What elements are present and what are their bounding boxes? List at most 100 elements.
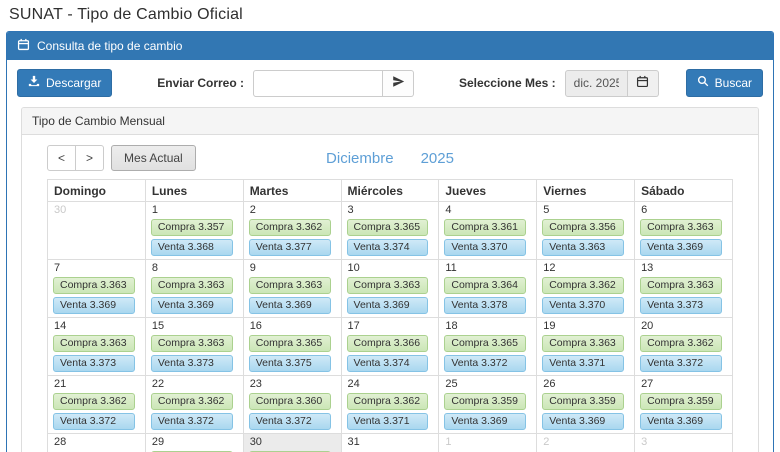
day-number: 28	[54, 436, 67, 448]
day-number: 2	[249, 204, 256, 216]
compra-value: Compra 3.363	[53, 335, 135, 352]
calendar-day-cell: 14 Compra 3.363 Venta 3.373	[47, 317, 146, 376]
venta-value: Venta 3.369	[150, 297, 233, 314]
compra-value: Compra 3.362	[640, 335, 722, 352]
day-number: 18	[445, 320, 458, 332]
venta-value: Venta 3.371	[542, 355, 625, 372]
day-number: 24	[347, 378, 360, 390]
day-number: 21	[54, 378, 67, 390]
day-number: 3	[641, 436, 648, 448]
calendar-day-cell: 5 Compra 3.356 Venta 3.363	[536, 201, 636, 260]
calendar-day-cell: 9 Compra 3.363 Venta 3.369	[242, 259, 342, 318]
venta-value: Venta 3.372	[444, 355, 527, 372]
prev-month-button[interactable]: <	[47, 145, 77, 171]
calendar-day-cell: 25 Compra 3.359 Venta 3.369	[438, 375, 538, 434]
month-picker-button[interactable]	[627, 69, 659, 97]
venta-value: Venta 3.369	[444, 413, 527, 430]
compra-value: Compra 3.363	[640, 277, 722, 294]
calendar-day-cell: 30	[47, 201, 146, 260]
venta-value: Venta 3.372	[53, 413, 135, 430]
weekday-header: Domingo	[47, 179, 146, 202]
day-number: 11	[445, 262, 457, 274]
calendar-day-cell: 19 Compra 3.363 Venta 3.371	[536, 317, 636, 376]
download-icon	[28, 75, 40, 91]
compra-value: Compra 3.363	[542, 335, 625, 352]
compra-value: Compra 3.359	[640, 393, 722, 410]
calendar-day-cell: 2 Compra 3.362 Venta 3.377	[242, 201, 342, 260]
compra-value: Compra 3.357	[150, 219, 233, 236]
current-month-button[interactable]: Mes Actual	[111, 145, 196, 171]
day-number: 25	[445, 378, 458, 390]
venta-value: Venta 3.370	[444, 239, 527, 256]
day-number: 5	[543, 204, 550, 216]
download-button[interactable]: Descargar	[17, 69, 113, 97]
venta-value: Venta 3.372	[640, 355, 722, 372]
compra-value: Compra 3.365	[346, 219, 429, 236]
month-input[interactable]	[564, 69, 628, 97]
email-input[interactable]	[253, 69, 383, 97]
calendar-day-cell: 22 Compra 3.362 Venta 3.372	[144, 375, 244, 434]
calendar-week-row: 7 Compra 3.363 Venta 3.369 8 Compra 3.363 Ven…	[47, 259, 733, 318]
send-email-button[interactable]	[383, 69, 414, 97]
venta-value: Venta 3.369	[53, 297, 135, 314]
compra-value: Compra 3.360	[248, 393, 331, 410]
venta-value: Venta 3.373	[640, 297, 722, 314]
day-number: 31	[347, 436, 360, 448]
day-number: 30	[54, 204, 67, 216]
calendar-week-row: 21 Compra 3.362 Venta 3.372 22 Compra 3.362 V…	[47, 375, 733, 434]
venta-value: Venta 3.375	[248, 355, 331, 372]
day-number: 19	[543, 320, 556, 332]
consulta-panel-title: Consulta de tipo de cambio	[37, 39, 183, 53]
calendar-body: 30 1 Compra 3.357 Venta 3.368 2 Compra 3.362 V…	[47, 201, 733, 452]
compra-value: Compra 3.362	[248, 219, 331, 236]
day-number: 8	[151, 262, 158, 274]
day-number: 10	[347, 262, 360, 274]
monthly-rate-panel-body: < > Mes Actual Diciembre 2025 Domingo Lune…	[22, 135, 758, 452]
day-number: 16	[249, 320, 262, 332]
send-icon	[392, 75, 405, 91]
compra-value: Compra 3.356	[542, 219, 625, 236]
compra-value: Compra 3.362	[53, 393, 135, 410]
calendar-day-cell: 8 Compra 3.363 Venta 3.369	[144, 259, 244, 318]
month-input-group	[564, 69, 659, 97]
venta-value: Venta 3.371	[346, 413, 429, 430]
calendar-day-cell: 6 Compra 3.363 Venta 3.369	[634, 201, 733, 260]
venta-value: Venta 3.377	[248, 239, 331, 256]
day-number: 23	[249, 378, 262, 390]
compra-value: Compra 3.363	[150, 277, 233, 294]
venta-value: Venta 3.369	[248, 297, 331, 314]
monthly-rate-panel-title: Tipo de Cambio Mensual	[22, 108, 758, 135]
day-number: 20	[641, 320, 654, 332]
day-number: 7	[54, 262, 61, 274]
consulta-panel-body: Descargar Enviar Correo : Seleccione Mes…	[7, 60, 773, 452]
day-number: 1	[151, 204, 158, 216]
weekday-header: Miércoles	[340, 179, 440, 202]
day-number: 2	[543, 436, 550, 448]
compra-value: Compra 3.365	[248, 335, 331, 352]
compra-value: Compra 3.362	[150, 393, 233, 410]
consulta-panel-heading: Consulta de tipo de cambio	[7, 32, 773, 60]
search-button[interactable]: Buscar	[685, 69, 764, 97]
toolbar: Descargar Enviar Correo : Seleccione Mes…	[17, 69, 764, 97]
venta-value: Venta 3.369	[542, 413, 625, 430]
weekday-header: Jueves	[438, 179, 538, 202]
venta-value: Venta 3.372	[248, 413, 331, 430]
day-number: 3	[347, 204, 354, 216]
compra-value: Compra 3.359	[444, 393, 527, 410]
venta-value: Venta 3.373	[53, 355, 135, 372]
day-number: 12	[543, 262, 556, 274]
compra-value: Compra 3.363	[346, 277, 429, 294]
compra-value: Compra 3.361	[444, 219, 527, 236]
calendar-day-cell: 18 Compra 3.365 Venta 3.372	[438, 317, 538, 376]
calendar-week-row: 30 1 Compra 3.357 Venta 3.368 2 Compra 3.362 V…	[47, 201, 733, 260]
calendar-day-cell: 28	[47, 433, 146, 452]
calendar-day-cell: 7 Compra 3.363 Venta 3.369	[47, 259, 146, 318]
venta-value: Venta 3.369	[640, 413, 722, 430]
venta-value: Venta 3.374	[346, 355, 429, 372]
compra-value: Compra 3.359	[542, 393, 625, 410]
calendar-day-cell: 4 Compra 3.361 Venta 3.370	[438, 201, 538, 260]
month-name: Diciembre	[326, 149, 394, 167]
next-month-button[interactable]: >	[76, 145, 105, 171]
calendar-day-cell: 17 Compra 3.366 Venta 3.374	[340, 317, 440, 376]
